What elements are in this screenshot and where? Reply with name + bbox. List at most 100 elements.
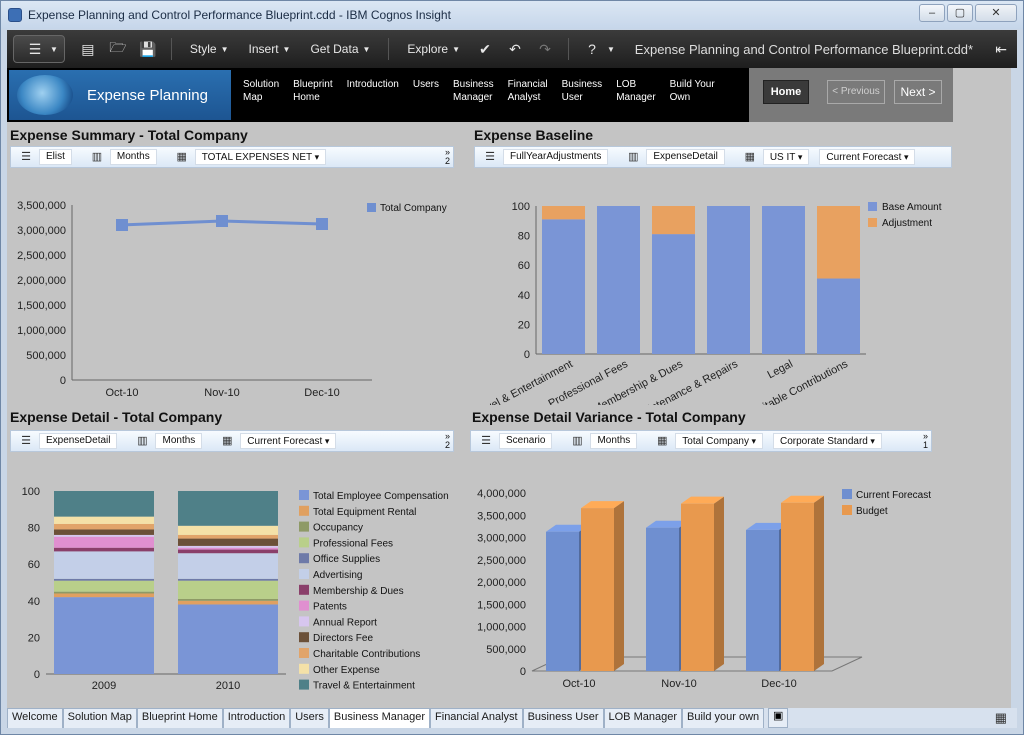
variance-rows-field[interactable]: Scenario <box>499 433 553 449</box>
window-title: Expense Planning and Control Performance… <box>28 8 451 22</box>
help-icon[interactable]: ? <box>588 41 596 57</box>
detail-scenario-dropdown[interactable]: Current Forecast <box>240 433 337 449</box>
legend-swatch <box>299 679 309 690</box>
detail-columns-field[interactable]: Months <box>155 433 203 449</box>
globe-icon <box>17 75 73 115</box>
detail-more-button[interactable]: » 2 <box>444 431 450 450</box>
x-tick-label: Nov-10 <box>204 387 239 399</box>
home-button[interactable]: Home <box>763 80 809 104</box>
y-tick-label: 1,000,000 <box>17 325 66 337</box>
y-tick-label: 20 <box>518 319 530 331</box>
x-tick-label: 2009 <box>92 680 116 692</box>
redo-icon[interactable]: ↷ <box>539 40 551 57</box>
save-icon[interactable]: 💾 <box>139 40 157 57</box>
next-button[interactable]: Next > <box>894 80 942 104</box>
baseline-scenario-dropdown[interactable]: Current Forecast <box>819 149 916 165</box>
y-tick-label: 1,500,000 <box>17 300 66 312</box>
nav-link-build-your-own[interactable]: Build Your Own <box>669 79 715 103</box>
nav-link-solution-map[interactable]: Solution Map <box>243 79 280 103</box>
legend-swatch <box>868 202 877 211</box>
bottom-tab-build-your-own[interactable]: Build your own <box>681 708 765 728</box>
nav-link-business-manager[interactable]: Business Manager <box>453 79 494 103</box>
bar-segment <box>652 234 695 354</box>
context-icon: ▦ <box>222 435 233 447</box>
data-point <box>116 219 128 231</box>
bar-segment <box>54 551 154 579</box>
y-tick-label: 3,500,000 <box>477 510 526 522</box>
bottom-tab-business-manager[interactable]: Business Manager <box>328 708 431 728</box>
previous-button[interactable]: < Previous <box>827 80 885 104</box>
detail-title: Expense Detail - Total Company <box>10 409 223 425</box>
variance-standard-dropdown[interactable]: Corporate Standard <box>773 433 882 449</box>
new-icon[interactable]: ▤ <box>81 40 95 57</box>
menu-get-data[interactable]: Get Data ▼ <box>310 42 371 56</box>
legend-label: Total Company <box>380 203 447 214</box>
variance-more-button[interactable]: » 1 <box>922 431 928 450</box>
nav-link-introduction[interactable]: Introduction <box>346 79 399 90</box>
title-bar: Expense Planning and Control Performance… <box>1 1 1023 29</box>
legend-label: Other Expense <box>313 665 380 676</box>
legend-swatch <box>299 632 309 643</box>
bottom-tab-business-user[interactable]: Business User <box>522 708 604 728</box>
workspace: Expense Planning Solution Map Blueprint … <box>7 68 1011 708</box>
baseline-region-dropdown[interactable]: US IT <box>762 149 810 165</box>
open-folder-icon[interactable]: 🗁 <box>109 39 127 55</box>
columns-icon: ▥ <box>572 435 583 447</box>
minimize-button[interactable]: – <box>919 4 945 22</box>
bar <box>781 502 814 671</box>
close-button[interactable]: ✕ <box>975 4 1017 22</box>
rows-icon: ☰ <box>485 151 495 163</box>
nav-link-users[interactable]: Users <box>412 79 439 90</box>
variance-dimension-bar: ☰ Scenario ▥ Months ▦ Total Company Corp… <box>470 430 932 452</box>
summary-context-dropdown[interactable]: TOTAL EXPENSES NET <box>194 149 327 165</box>
bottom-tab-users[interactable]: Users <box>290 708 329 728</box>
summary-title: Expense Summary - Total Company <box>10 127 248 143</box>
data-point <box>216 215 228 227</box>
layout-icon: ☰ <box>28 40 42 57</box>
context-icon: ▦ <box>176 151 187 163</box>
undo-icon[interactable]: ↶ <box>509 40 521 57</box>
bar-side <box>814 495 824 671</box>
legend-label: Charitable Contributions <box>313 649 420 660</box>
rows-icon: ☰ <box>21 151 31 163</box>
bottom-tab-solution-map[interactable]: Solution Map <box>62 708 137 728</box>
bar-segment <box>762 206 805 354</box>
baseline-columns-field[interactable]: ExpenseDetail <box>646 149 725 165</box>
y-tick-label: 1,500,000 <box>477 599 526 611</box>
variance-columns-field[interactable]: Months <box>590 433 638 449</box>
maximize-button[interactable]: ▢ <box>947 4 973 22</box>
panel-toggle-icon[interactable]: ⇤ <box>995 40 1007 57</box>
commit-check-icon[interactable]: ✔ <box>479 40 491 57</box>
variance-company-dropdown[interactable]: Total Company <box>675 433 763 449</box>
view-dropdown[interactable]: ☰ ▼ <box>13 35 65 63</box>
bottom-tab-welcome[interactable]: Welcome <box>7 708 63 728</box>
new-tab-icon[interactable]: ▣ <box>768 708 789 728</box>
context-icon: ▦ <box>657 435 668 447</box>
y-tick-label: 0 <box>524 349 530 361</box>
nav-link-blueprint-home[interactable]: Blueprint Home <box>293 79 333 103</box>
summary-columns-field[interactable]: Months <box>109 149 157 165</box>
detail-dimension-bar: ☰ ExpenseDetail ▥ Months ▦ Current Forec… <box>10 430 454 452</box>
bar-segment <box>54 578 154 581</box>
nav-link-lob-manager[interactable]: LOB Manager <box>616 79 656 103</box>
legend-swatch <box>299 569 309 579</box>
nav-link-business-user[interactable]: Business User <box>561 79 603 103</box>
summary-rows-field[interactable]: Elist <box>39 149 72 165</box>
bottom-tab-financial-analyst[interactable]: Financial Analyst <box>430 708 523 728</box>
nav-link-financial-analyst[interactable]: Financial Analyst <box>507 79 548 103</box>
legend-label: Travel & Entertainment <box>313 681 415 692</box>
bottom-tab-lob-manager[interactable]: LOB Manager <box>603 708 682 728</box>
bottom-tab-introduction[interactable]: Introduction <box>222 708 291 728</box>
grid-view-icon[interactable]: ▦ <box>994 710 1007 725</box>
bottom-tab-blueprint-home[interactable]: Blueprint Home <box>136 708 223 728</box>
bar-top <box>746 522 789 530</box>
menu-explore[interactable]: Explore ▼ <box>407 42 461 56</box>
bar <box>646 527 679 671</box>
menu-style[interactable]: Style ▼ <box>189 42 229 56</box>
legend-label: Occupancy <box>313 523 363 534</box>
summary-more-button[interactable]: » 2 <box>444 147 450 166</box>
detail-rows-field[interactable]: ExpenseDetail <box>39 433 118 449</box>
baseline-rows-field[interactable]: FullYearAdjustments <box>503 149 609 165</box>
menu-insert[interactable]: Insert ▼ <box>248 42 291 56</box>
legend-swatch <box>842 505 852 515</box>
